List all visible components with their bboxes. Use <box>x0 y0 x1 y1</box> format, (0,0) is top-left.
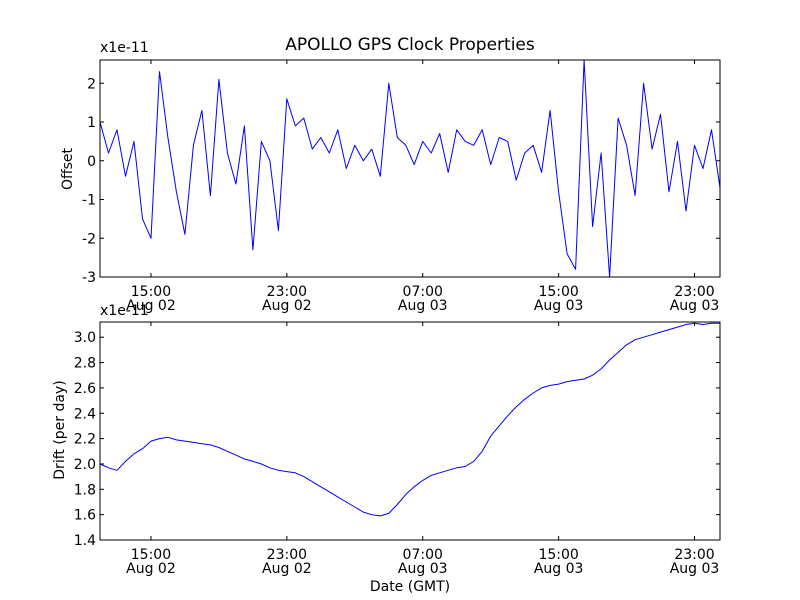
x-tick-label-time: 23:00 <box>674 547 714 563</box>
y-tick-label: 0 <box>87 154 96 170</box>
axes-frame <box>99 321 721 541</box>
x-tick-label-date: Aug 03 <box>670 298 720 314</box>
y-tick-label: -2 <box>82 231 96 247</box>
y-tick-label: 2.0 <box>74 457 96 473</box>
x-tick-label-time: 15:00 <box>131 547 171 563</box>
y-tick-label: 1.4 <box>74 533 96 549</box>
x-tick-label-time: 23:00 <box>267 284 307 300</box>
y-tick-label: 2.6 <box>74 381 96 397</box>
axis-ticks <box>100 60 720 278</box>
offset-multiplier-text: x1e-11 <box>100 303 149 319</box>
y-tick-label: 2.2 <box>74 432 96 448</box>
y-tick-label: 2.8 <box>74 356 96 372</box>
y-tick-label: 3.0 <box>74 330 96 346</box>
x-tick-label-time: 23:00 <box>267 547 307 563</box>
x-tick-label-date: Aug 03 <box>398 561 448 577</box>
x-tick-label-date: Aug 03 <box>670 561 720 577</box>
series-lines <box>99 59 721 278</box>
x-tick-label-date: Aug 03 <box>534 561 584 577</box>
y-axis-label: Offset <box>60 147 76 190</box>
x-tick-label-date: Aug 02 <box>126 561 176 577</box>
x-tick-label-time: 15:00 <box>131 284 171 300</box>
y-axis-label: Drift (per day) <box>52 380 68 479</box>
x-tick-label-time: 23:00 <box>674 284 714 300</box>
y-tick-label: 2 <box>87 76 96 92</box>
y-tick-label: 1.6 <box>74 508 96 524</box>
series-line <box>99 59 721 278</box>
y-tick-label: 1.8 <box>74 482 96 498</box>
x-tick-label-date: Aug 02 <box>262 561 312 577</box>
offset-multiplier-text: x1e-11 <box>100 40 149 56</box>
x-tick-label-date: Aug 02 <box>262 298 312 314</box>
axes-frame <box>99 59 721 278</box>
drift-panel: x1e-11 Drift (per day) Date (GMT) 1.4 1.6… <box>52 303 721 595</box>
x-tick-label-time: 07:00 <box>403 547 443 563</box>
chart-title: APOLLO GPS Clock Properties <box>285 35 535 55</box>
y-tick-label: 1 <box>87 115 96 131</box>
series-line <box>99 322 720 517</box>
x-tick-label-time: 15:00 <box>538 284 578 300</box>
x-tick-label-time: 15:00 <box>538 547 578 563</box>
y-tick-label: -1 <box>82 193 96 209</box>
x-tick-label-date: Aug 03 <box>398 298 448 314</box>
x-tick-label-time: 07:00 <box>403 284 443 300</box>
offset-panel: APOLLO GPS Clock Properties x1e-11 Offse… <box>60 35 721 314</box>
x-axis-label: Date (GMT) <box>370 579 450 595</box>
x-tick-label-date: Aug 03 <box>534 298 584 314</box>
y-tick-label: 2.4 <box>74 406 96 422</box>
series-lines <box>99 322 720 517</box>
y-tick-label: -3 <box>82 270 96 286</box>
x-tick-label-date: Aug 02 <box>126 298 176 314</box>
